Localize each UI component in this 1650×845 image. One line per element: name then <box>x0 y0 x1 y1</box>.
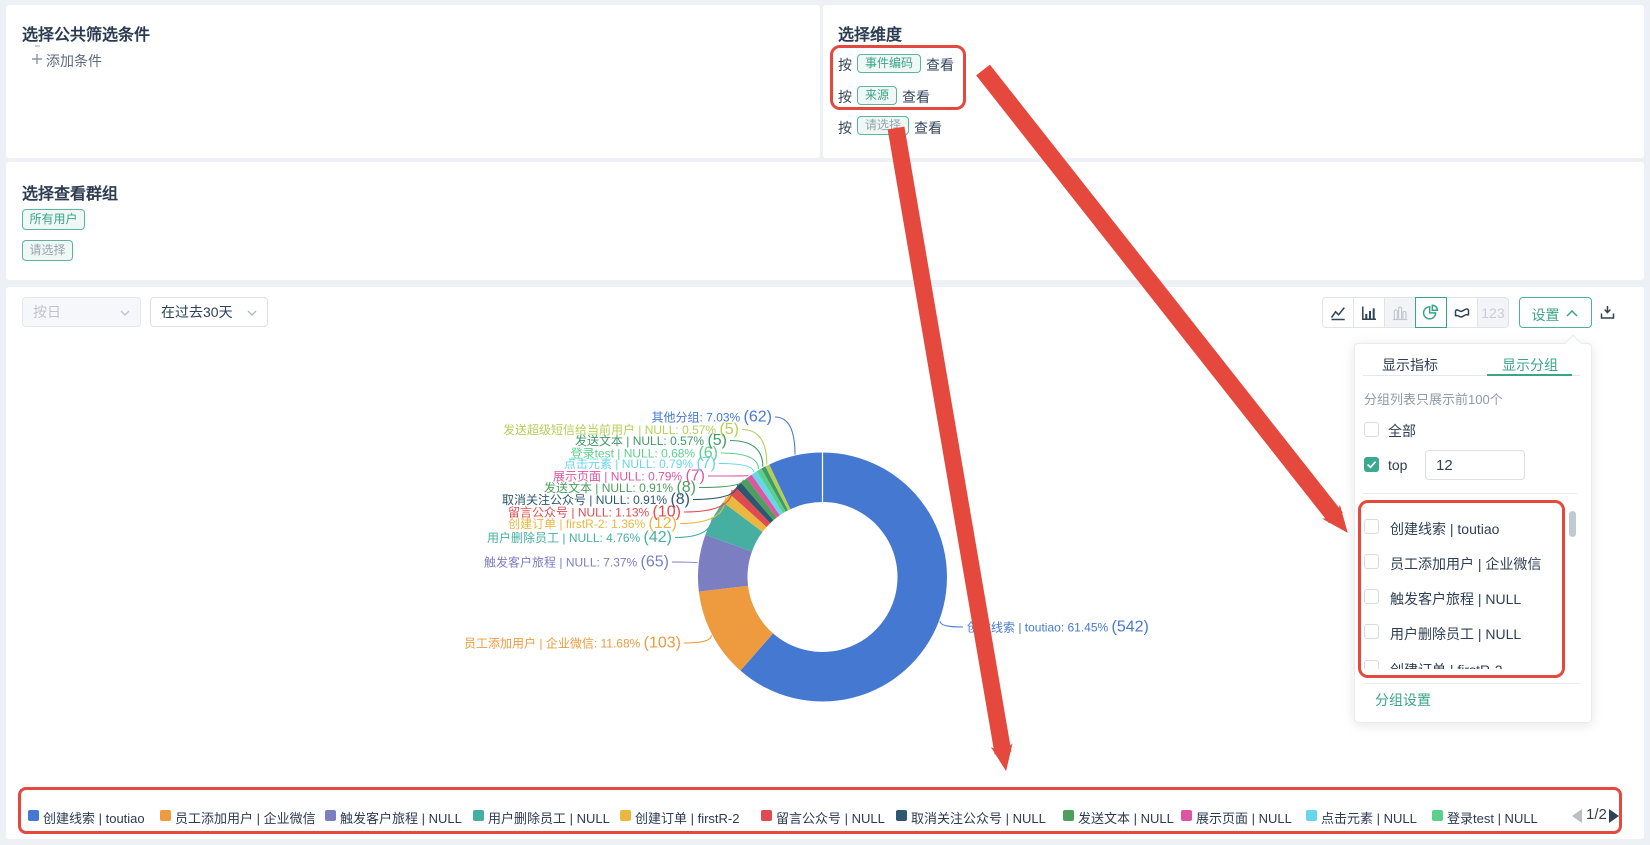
svg-text:发送文本 | NULL: 0.57% (5): 发送文本 | NULL: 0.57% (5) <box>575 432 727 449</box>
svg-text:员工添加用户 | 企业微信: 11.68% (103): 员工添加用户 | 企业微信: 11.68% (103) <box>464 635 681 652</box>
svg-text:发送超级短信给当前用户 | NULL: 0.57% (5): 发送超级短信给当前用户 | NULL: 0.57% (5) <box>503 421 739 438</box>
svg-text:留言公众号 | NULL: 1.13% (10): 留言公众号 | NULL: 1.13% (10) <box>508 504 681 521</box>
svg-text:发送文本 | NULL: 0.91% (8): 发送文本 | NULL: 0.91% (8) <box>544 479 696 496</box>
svg-text:用户删除员工 | NULL: 4.76% (42): 用户删除员工 | NULL: 4.76% (42) <box>487 529 672 546</box>
svg-text:取消关注公众号 | NULL: 0.91% (8): 取消关注公众号 | NULL: 0.91% (8) <box>502 491 690 508</box>
svg-text:创建线索 | toutiao: 61.45% (542): 创建线索 | toutiao: 61.45% (542) <box>967 619 1149 636</box>
svg-text:创建订单 | firstR-2: 1.36% (12): 创建订单 | firstR-2: 1.36% (12) <box>508 515 677 532</box>
svg-text:展示页面 | NULL: 0.79% (7): 展示页面 | NULL: 0.79% (7) <box>553 468 705 485</box>
svg-text:其他分组: 7.03% (62): 其他分组: 7.03% (62) <box>652 409 772 426</box>
svg-text:触发客户旅程 | NULL: 7.37% (65): 触发客户旅程 | NULL: 7.37% (65) <box>484 554 669 571</box>
svg-text:登录test | NULL: 0.68% (6): 登录test | NULL: 0.68% (6) <box>571 445 718 462</box>
svg-text:点击元素 | NULL: 0.79% (7): 点击元素 | NULL: 0.79% (7) <box>564 455 716 472</box>
